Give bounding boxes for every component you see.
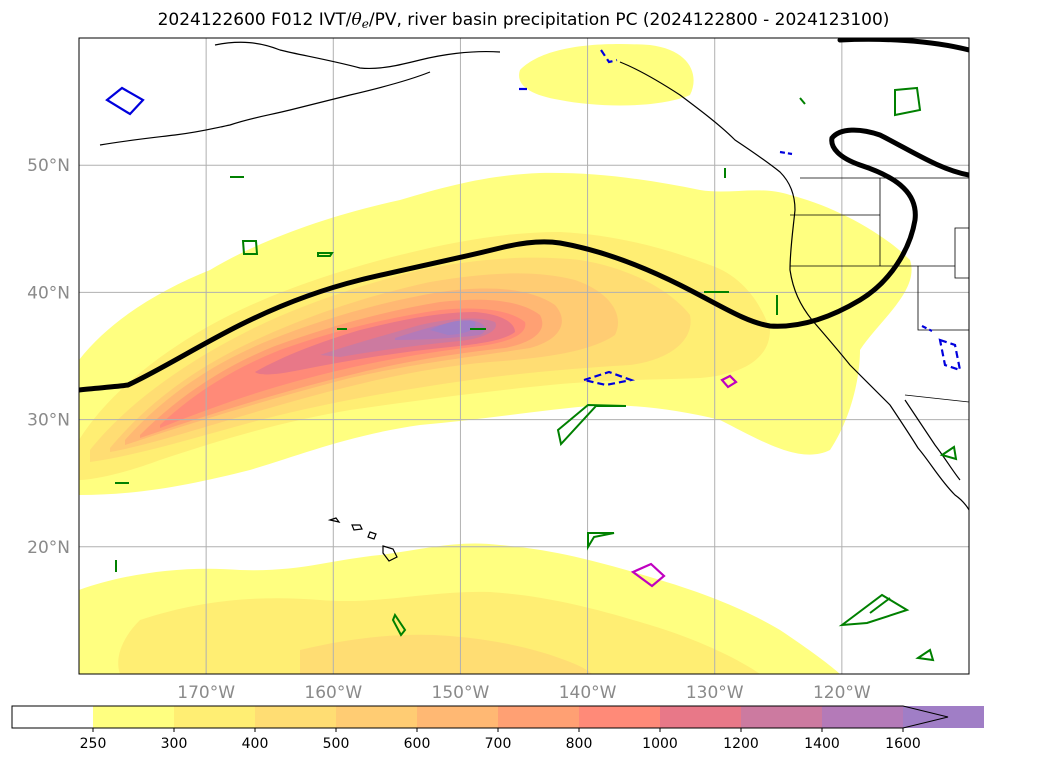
colorbar-segment-6 <box>579 706 660 728</box>
graticule <box>79 38 969 674</box>
lon-label-140: 140°W <box>559 683 617 703</box>
lat-label-30: 30°N <box>27 411 70 431</box>
chart-title: 2024122600 F012 IVT/θe/PV, river basin p… <box>0 10 1047 31</box>
title-suffix: /PV, river basin precipitation PC (20241… <box>368 10 890 30</box>
lon-label-150: 150°W <box>432 683 490 703</box>
magenta-contour-1 <box>630 562 666 588</box>
theta-e-contours-magenta <box>630 374 738 588</box>
colorbar-segment-1 <box>174 706 255 728</box>
latitude-labels: 50°N 40°N 30°N 20°N <box>27 156 70 558</box>
pv-contour-line-north <box>837 38 969 53</box>
green-contour-11 <box>838 593 910 627</box>
colorbar-under <box>12 706 93 728</box>
blue-contour-2 <box>579 370 636 387</box>
lon-label-120: 120°W <box>813 683 871 703</box>
colorbar-label-1600: 1600 <box>885 736 921 752</box>
lon-label-160: 160°W <box>304 683 362 703</box>
longitude-labels: 170°W 160°W 150°W 140°W 130°W 120°W <box>177 683 871 703</box>
colorbar-extend-arrow <box>903 706 948 728</box>
colorbar-segment-0 <box>93 706 174 728</box>
hawaii-islands <box>327 517 398 562</box>
colorbar-label-300: 300 <box>161 736 188 752</box>
colorbar-label-600: 600 <box>404 736 431 752</box>
colorbar-label-250: 250 <box>80 736 107 752</box>
blue-contour-7 <box>921 325 933 332</box>
lat-label-40: 40°N <box>27 283 70 303</box>
colorbar-outline <box>11 705 949 729</box>
baja-coast <box>904 399 961 481</box>
blue-contour-4 <box>600 49 618 64</box>
colorbar: 250 300 400 500 600 700 800 1000 1200 1400 1600 <box>11 705 984 752</box>
colorbar-label-1400: 1400 <box>804 736 840 752</box>
green-contour-3 <box>317 252 334 257</box>
colorbar-segment-9 <box>822 706 903 728</box>
mexico-border <box>904 394 969 403</box>
colorbar-label-1200: 1200 <box>723 736 759 752</box>
colorbar-segment-8 <box>741 706 822 728</box>
map-layers <box>79 38 969 674</box>
coastlines <box>99 41 969 562</box>
magenta-contour-2 <box>720 374 738 389</box>
lon-label-130: 130°W <box>686 683 744 703</box>
colorbar-segment-7 <box>660 706 741 728</box>
ivt-contour-250-north <box>519 44 694 106</box>
ivt-shading <box>79 44 912 674</box>
title-theta-subscript: e <box>361 17 369 31</box>
ivt-contour-1600 <box>430 320 476 335</box>
theta-e-contours-green <box>115 86 958 662</box>
blue-contour-5 <box>779 150 793 156</box>
map-frame <box>78 37 970 675</box>
ivt-lower-band-300 <box>118 591 761 674</box>
green-contour-7 <box>587 532 615 551</box>
alaska-coast <box>99 41 501 146</box>
lat-label-50: 50°N <box>27 156 70 176</box>
green-contour-6 <box>556 403 627 447</box>
pv-contour-line <box>79 127 969 393</box>
green-contour-10 <box>894 86 922 117</box>
colorbar-segment-2 <box>255 706 336 728</box>
lat-label-20: 20°N <box>27 538 70 558</box>
state-borders <box>790 177 969 403</box>
title-theta: θ <box>351 10 362 30</box>
title-prefix: 2024122600 F012 IVT/ <box>157 10 352 30</box>
colorbar-segment-5 <box>498 706 579 728</box>
ivt-lower-band-400 <box>300 634 592 674</box>
nevada-border <box>879 178 969 331</box>
colorbar-label-500: 500 <box>323 736 350 752</box>
colorbar-segment-4 <box>417 706 498 728</box>
colorbar-label-700: 700 <box>485 736 512 752</box>
colorbar-label-800: 800 <box>566 736 593 752</box>
green-contour-16 <box>939 445 958 461</box>
north-america-coast <box>619 61 969 511</box>
colorbar-segment-3 <box>336 706 417 728</box>
green-contour-1 <box>241 240 259 255</box>
lon-label-170: 170°W <box>177 683 235 703</box>
blue-contour-1 <box>105 86 145 116</box>
colorbar-label-400: 400 <box>242 736 269 752</box>
theta-e-contours-blue <box>105 49 962 387</box>
green-contour-12 <box>915 648 935 662</box>
idaho-border <box>954 227 969 279</box>
green-contour-13 <box>391 612 407 637</box>
green-contour-17 <box>724 97 806 178</box>
colorbar-label-1000: 1000 <box>642 736 678 752</box>
